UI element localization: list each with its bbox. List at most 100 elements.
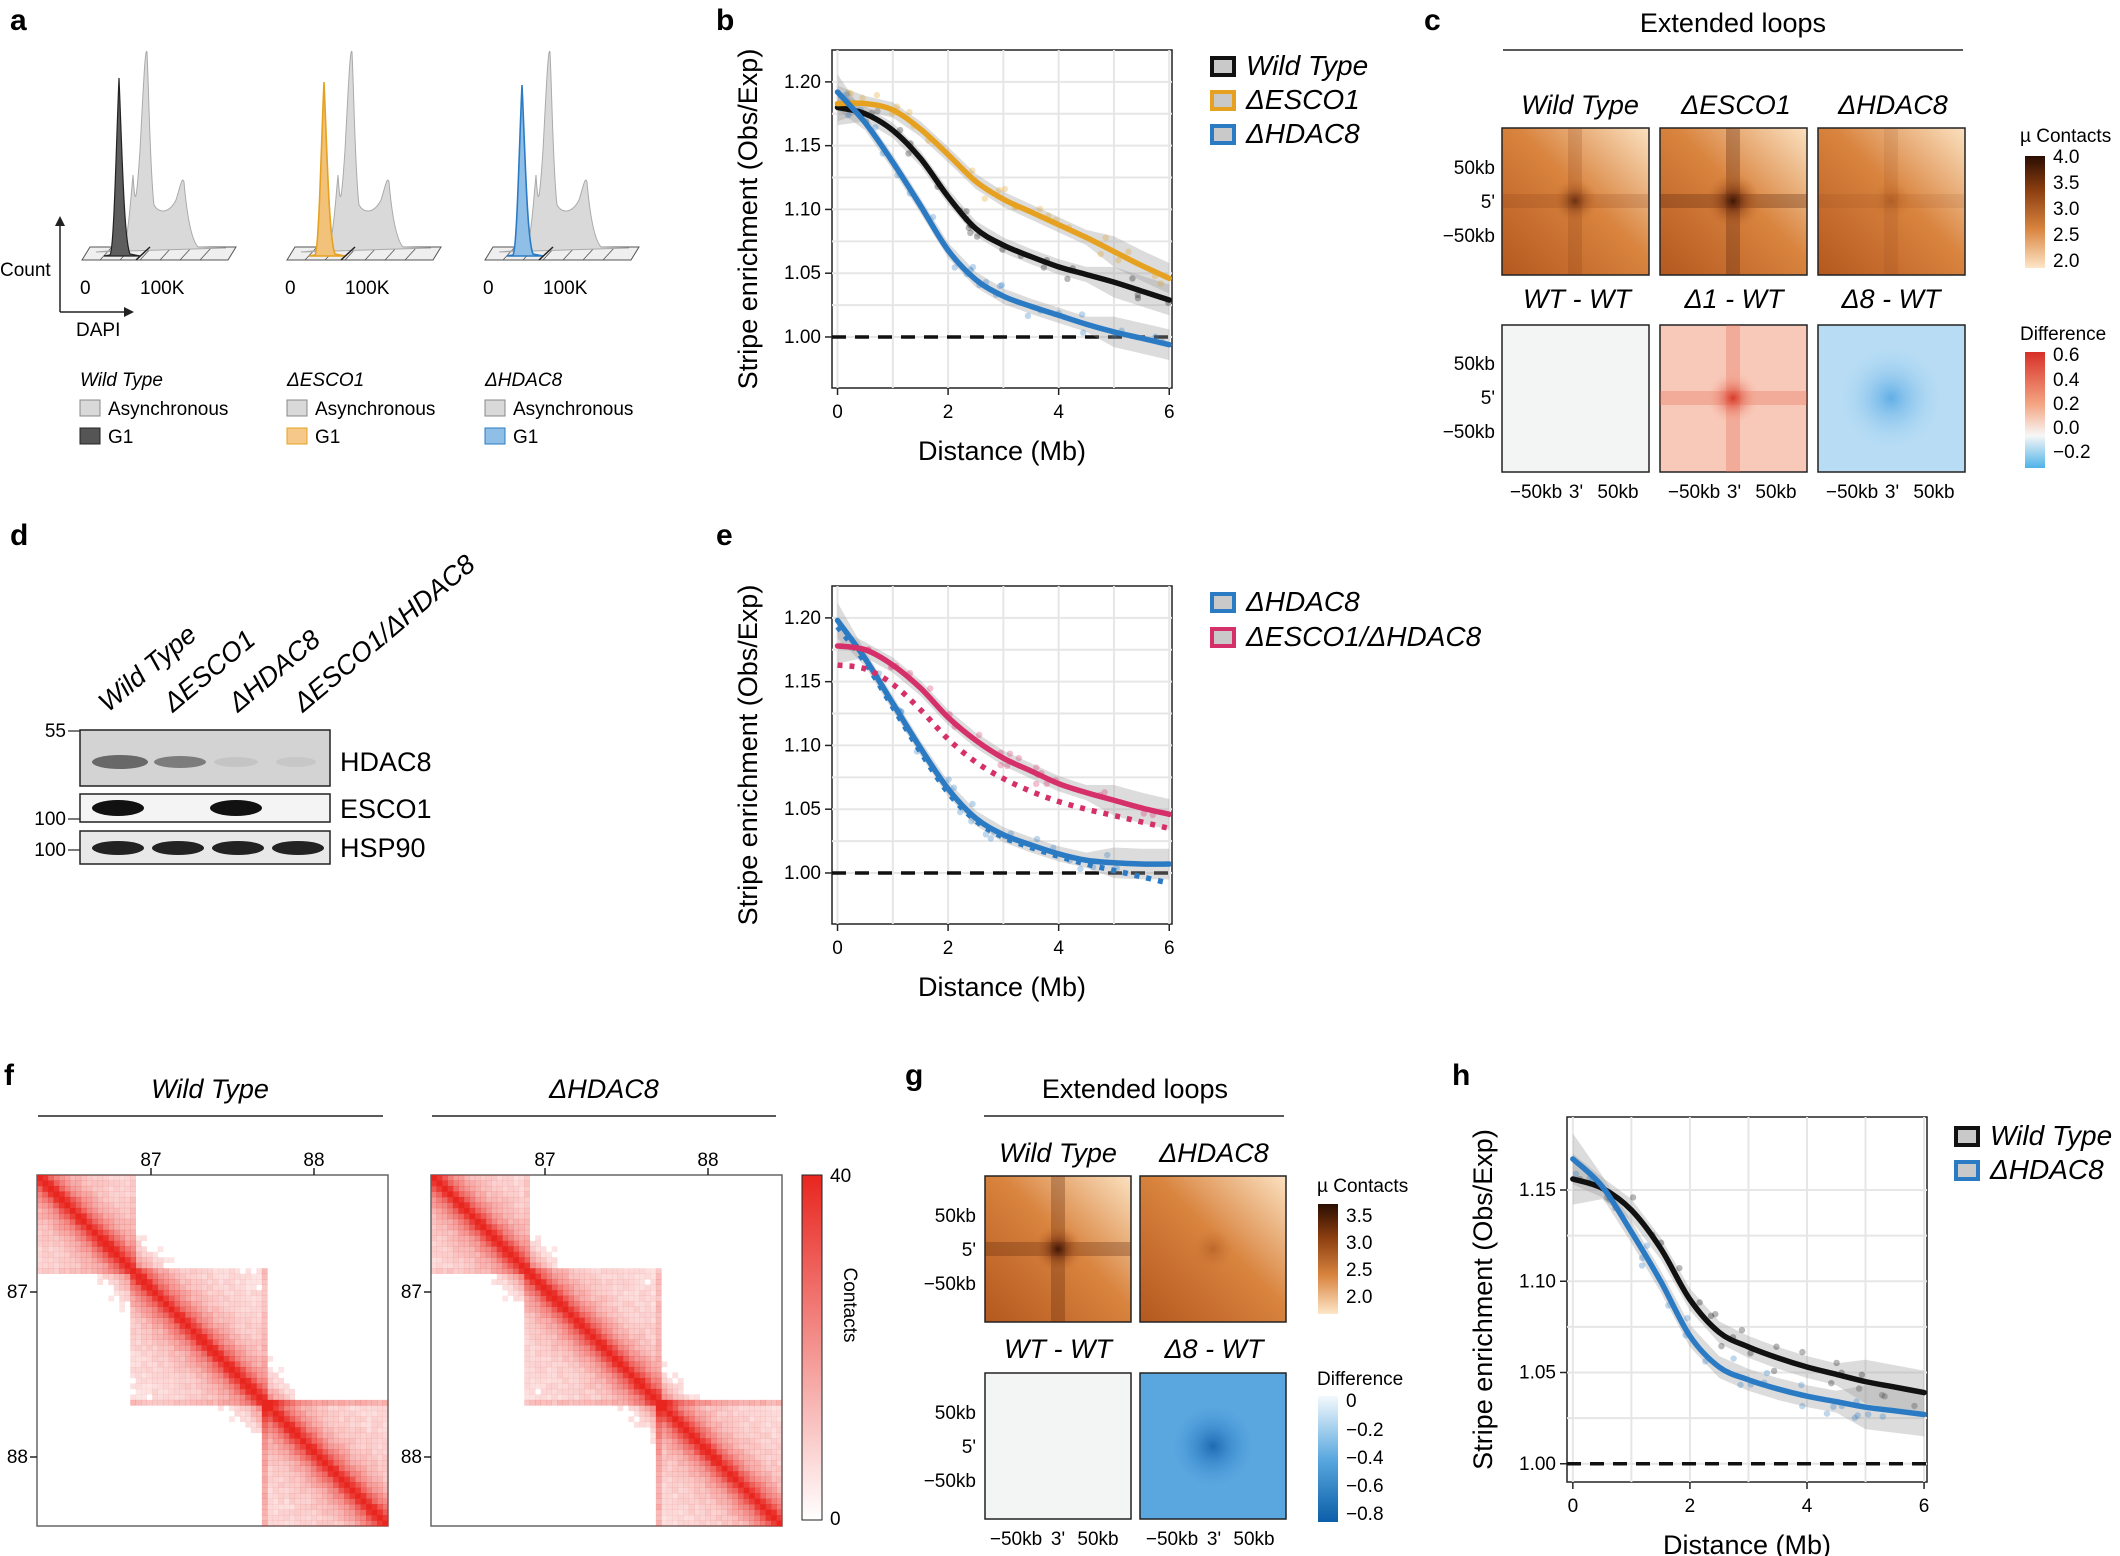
hic-cell bbox=[360, 1482, 367, 1488]
hic-cell bbox=[69, 1185, 76, 1192]
scatter-point bbox=[982, 831, 990, 838]
hic-cell bbox=[760, 1476, 766, 1483]
hic-cell bbox=[261, 1515, 268, 1521]
hic-cell bbox=[452, 1213, 459, 1220]
hic-cell bbox=[694, 1449, 701, 1456]
hic-cell bbox=[130, 1301, 137, 1307]
hic-cell bbox=[250, 1372, 257, 1379]
hic-cell bbox=[463, 1218, 470, 1225]
hic-cell bbox=[557, 1295, 563, 1302]
hic-cell bbox=[360, 1520, 367, 1527]
hic-cell bbox=[130, 1257, 137, 1264]
hic-cell bbox=[130, 1306, 137, 1313]
hic-cell bbox=[557, 1383, 563, 1390]
hic-cell bbox=[228, 1317, 235, 1324]
hic-cell bbox=[377, 1465, 383, 1472]
hic-cell bbox=[333, 1471, 339, 1477]
hic-cell bbox=[130, 1312, 137, 1318]
hic-cell bbox=[688, 1476, 695, 1483]
hic-cell bbox=[58, 1262, 65, 1269]
hic-cell bbox=[688, 1498, 695, 1505]
hic-cell bbox=[91, 1213, 98, 1220]
hic-cell bbox=[190, 1306, 197, 1313]
hic-cell bbox=[738, 1399, 744, 1406]
hic-cell bbox=[371, 1443, 378, 1450]
hic-cell bbox=[507, 1251, 514, 1258]
hic-cell bbox=[250, 1350, 257, 1357]
hic-cell bbox=[502, 1284, 509, 1291]
hic-cell bbox=[283, 1520, 290, 1527]
diff-label-esco1: Δ1 - WT bbox=[1683, 284, 1786, 314]
legend-swatch-g1 bbox=[286, 427, 308, 445]
hic-cell bbox=[546, 1279, 552, 1285]
hic-cell bbox=[666, 1399, 673, 1406]
hic-cell bbox=[474, 1196, 481, 1203]
hic-cell bbox=[573, 1366, 580, 1373]
hic-cell bbox=[727, 1421, 733, 1428]
hic-cell bbox=[80, 1213, 87, 1220]
hic-cell bbox=[174, 1377, 180, 1384]
hic-cell bbox=[705, 1498, 712, 1505]
hic-cell bbox=[42, 1251, 49, 1258]
hic-cell bbox=[518, 1273, 525, 1280]
hic-cell bbox=[491, 1224, 498, 1231]
hic-cell bbox=[344, 1482, 350, 1488]
hic-cell bbox=[174, 1334, 180, 1340]
hic-cell bbox=[239, 1323, 246, 1329]
hic-cell bbox=[201, 1377, 208, 1384]
hic-cell bbox=[245, 1339, 252, 1346]
hic-cell bbox=[579, 1334, 585, 1340]
hic-cell bbox=[113, 1257, 120, 1264]
hic-cell bbox=[721, 1460, 728, 1466]
hic-cell bbox=[316, 1460, 323, 1466]
hic-cell bbox=[141, 1323, 147, 1329]
hic-cell bbox=[75, 1175, 82, 1181]
hic-cell bbox=[705, 1520, 712, 1527]
hic-cell bbox=[212, 1366, 219, 1373]
hic-cell bbox=[344, 1438, 350, 1445]
scatter-point bbox=[1024, 312, 1032, 320]
hic-cell bbox=[644, 1306, 651, 1313]
hic-cell bbox=[119, 1301, 126, 1307]
hic-cell bbox=[190, 1290, 197, 1296]
hic-cell bbox=[754, 1410, 761, 1417]
hic-cell bbox=[64, 1257, 71, 1264]
hic-cell bbox=[157, 1306, 164, 1313]
legend-swatch-g1 bbox=[484, 427, 506, 445]
hic-cell bbox=[606, 1323, 613, 1329]
hic-cell bbox=[64, 1240, 71, 1247]
hic-cell bbox=[146, 1383, 153, 1390]
hic-cell bbox=[633, 1410, 640, 1417]
hic-cell bbox=[69, 1207, 76, 1214]
hic-cell bbox=[661, 1405, 668, 1412]
hic-cell bbox=[174, 1383, 180, 1390]
hic-cell bbox=[551, 1388, 558, 1395]
hic-cell bbox=[344, 1493, 350, 1499]
hic-cell bbox=[469, 1185, 476, 1192]
apa-ytick: 50kb bbox=[935, 1206, 976, 1227]
hic-cell bbox=[239, 1301, 246, 1307]
hic-cell bbox=[721, 1427, 728, 1434]
hic-cell bbox=[135, 1323, 142, 1329]
hic-cell bbox=[579, 1366, 585, 1373]
hic-cell bbox=[754, 1476, 761, 1483]
hic-cell bbox=[502, 1191, 509, 1198]
hic-cell bbox=[228, 1306, 235, 1313]
scatter-point bbox=[893, 103, 901, 110]
hic-cell bbox=[316, 1410, 323, 1417]
hic-cell bbox=[75, 1180, 82, 1187]
hic-cell bbox=[42, 1257, 49, 1264]
hic-cell bbox=[344, 1421, 350, 1428]
hic-cell bbox=[316, 1449, 323, 1456]
legend-label-asynchronous: Asynchronous bbox=[108, 399, 228, 420]
hic-cell bbox=[551, 1323, 558, 1329]
hic-cell bbox=[234, 1268, 241, 1275]
hic-cell bbox=[382, 1443, 389, 1450]
hic-cell bbox=[278, 1449, 285, 1456]
hic-cell bbox=[518, 1218, 525, 1225]
hic-cell bbox=[776, 1476, 783, 1483]
hic-cell bbox=[223, 1355, 230, 1362]
hic-cell bbox=[207, 1361, 213, 1368]
hic-cell bbox=[655, 1273, 662, 1280]
hic-cell bbox=[223, 1301, 230, 1307]
